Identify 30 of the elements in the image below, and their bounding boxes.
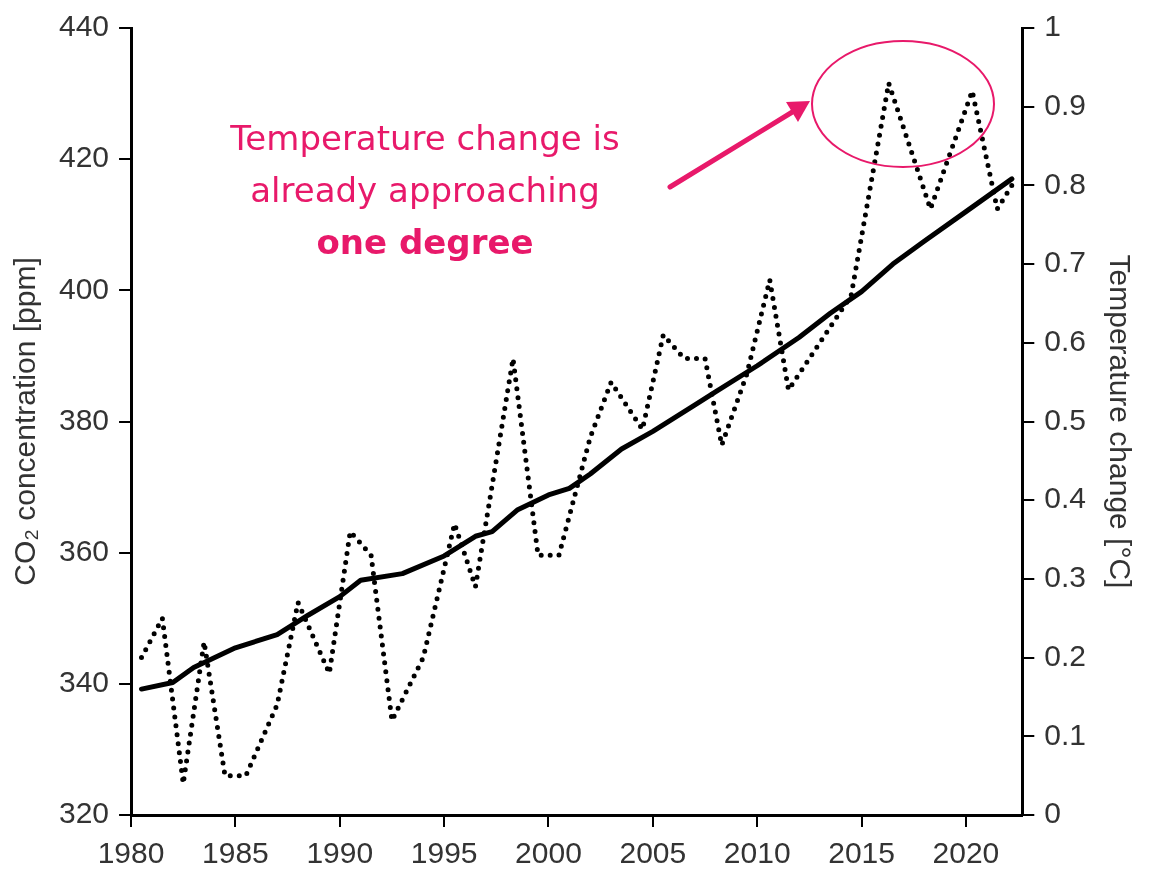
x-tick-label: 2000 — [515, 836, 582, 870]
y-tick-label: 440 — [58, 9, 110, 43]
annotation: one degree — [315, 221, 535, 264]
y-tick-label: 380 — [58, 402, 110, 436]
x-tick-label: 2020 — [932, 836, 1000, 870]
y2-tick-label: 1 — [1044, 9, 1061, 43]
y2-axis-title: Temperature change [°C] — [1103, 254, 1137, 589]
x-tick-label: 2015 — [828, 836, 895, 870]
y-tick-label: 400 — [58, 271, 110, 305]
x-tick-label: 2005 — [619, 836, 687, 870]
x-tick-label: 1980 — [97, 836, 165, 870]
x-tick-label: 1995 — [410, 836, 478, 870]
y-tick-label: 320 — [58, 796, 110, 830]
x-tick-label: 1985 — [202, 836, 269, 870]
y2-tick-label: 0.9 — [1044, 87, 1087, 121]
x-tick-label: 2010 — [723, 836, 791, 870]
y2-tick-label: 0.7 — [1044, 245, 1087, 279]
y2-tick-label: 0 — [1044, 796, 1061, 830]
y2-tick-label: 0.5 — [1044, 402, 1087, 436]
y-axis-title: CO₂ concentration [ppm] — [8, 257, 42, 586]
y2-tick-label: 0.2 — [1044, 638, 1087, 672]
y-tick-label: 420 — [58, 140, 110, 174]
y2-tick-label: 0.8 — [1044, 166, 1087, 200]
y2-tick-label: 0.4 — [1044, 481, 1087, 515]
x-tick-label: 1990 — [306, 836, 374, 870]
y2-tick-label: 0.6 — [1044, 324, 1087, 358]
y2-tick-label: 0.3 — [1044, 560, 1087, 594]
y2-tick-label: 0.1 — [1044, 717, 1087, 751]
y-tick-label: 340 — [58, 665, 110, 699]
y-tick-label: 360 — [58, 533, 110, 567]
